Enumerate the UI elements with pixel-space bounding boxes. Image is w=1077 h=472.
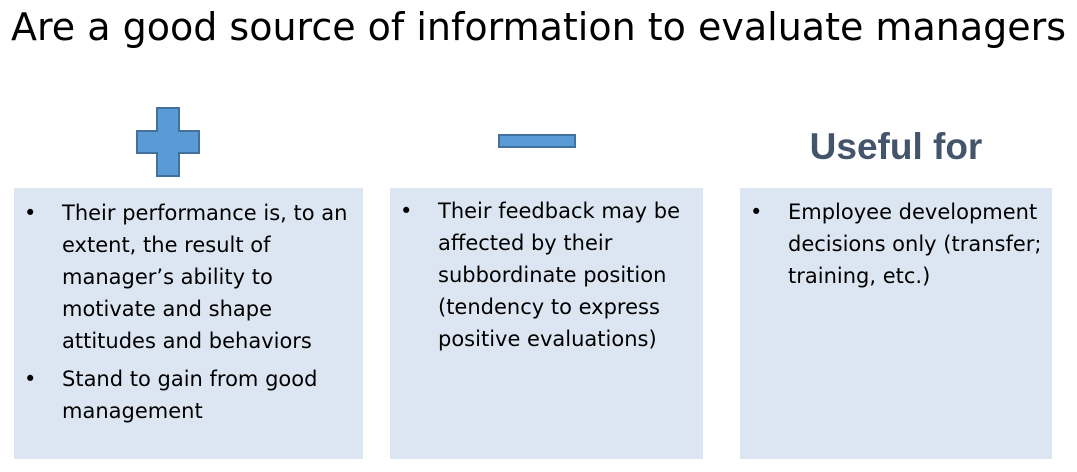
bullet-icon: •: [750, 200, 763, 224]
list-item: • Employee development decisions only (t…: [750, 196, 1050, 292]
cons-list: • Their feedback may be affected by thei…: [400, 195, 700, 361]
bullet-icon: •: [24, 201, 37, 225]
minus-icon: [498, 134, 576, 148]
bullet-text: Their feedback may be affected by their …: [438, 199, 681, 351]
bullet-icon: •: [24, 367, 37, 391]
useful-for-heading: Useful for: [809, 126, 983, 167]
bullet-text: Stand to gain from good management: [62, 367, 318, 423]
cons-box: • Their feedback may be affected by thei…: [390, 188, 703, 459]
list-item: • Stand to gain from good management: [24, 363, 359, 427]
bullet-text: Employee development decisions only (tra…: [788, 200, 1042, 288]
useful-for-box: • Employee development decisions only (t…: [740, 188, 1052, 459]
slide-title: Are a good source of information to eval…: [10, 5, 1067, 49]
useful-for-list: • Employee development decisions only (t…: [750, 196, 1050, 298]
list-item: • Their feedback may be affected by thei…: [400, 195, 700, 355]
pros-list: • Their performance is, to an extent, th…: [24, 197, 359, 433]
list-item: • Their performance is, to an extent, th…: [24, 197, 359, 357]
plus-icon: [136, 107, 200, 177]
bullet-text: Their performance is, to an extent, the …: [62, 201, 348, 353]
bullet-icon: •: [400, 199, 413, 223]
pros-box: • Their performance is, to an extent, th…: [14, 188, 363, 459]
